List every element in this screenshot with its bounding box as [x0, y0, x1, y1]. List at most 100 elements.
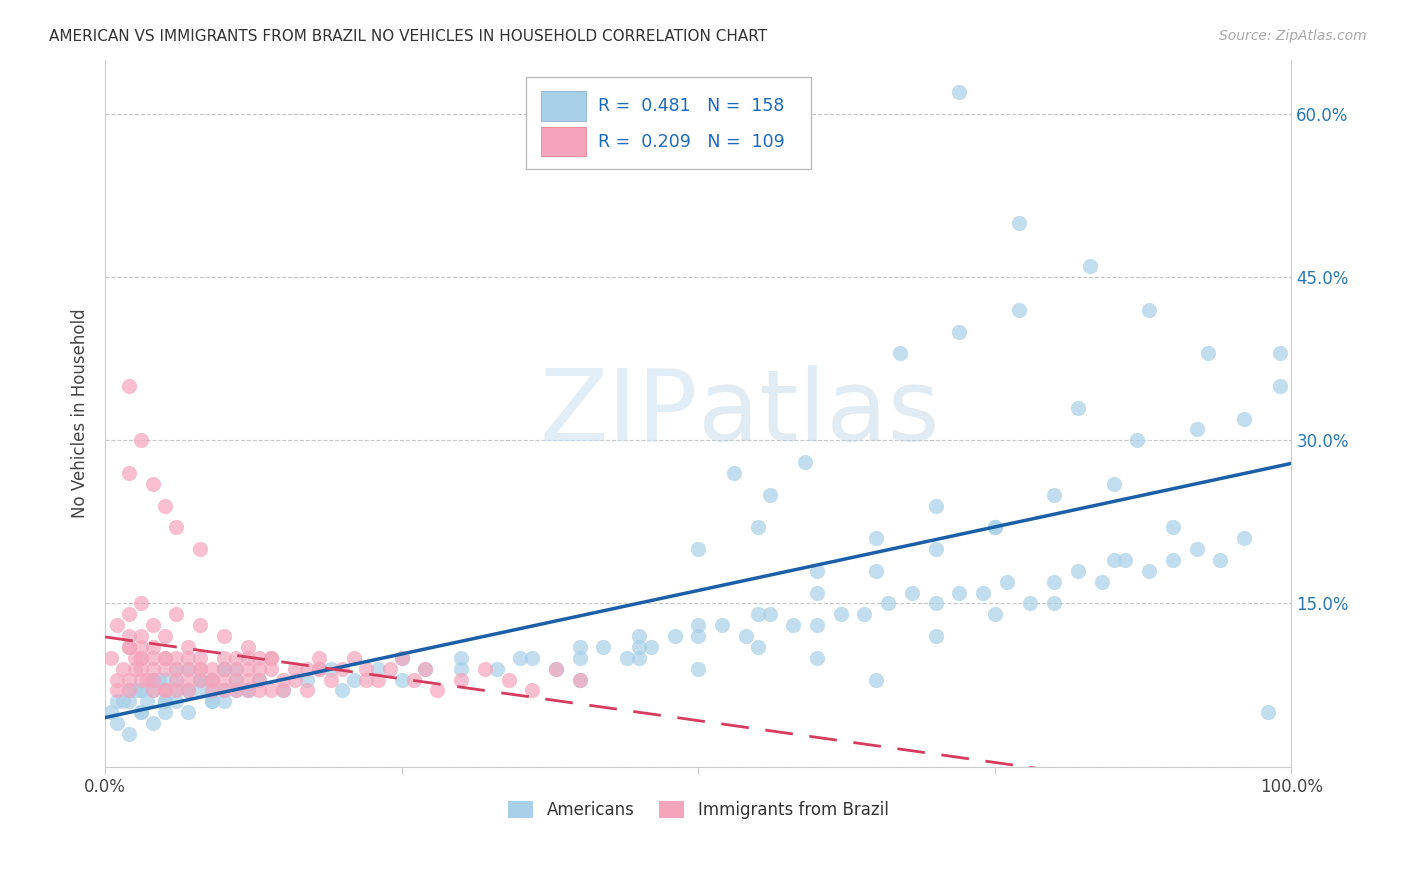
Point: [249, 683, 271, 698]
Point: [889, 346, 911, 360]
Point: [118, 640, 141, 654]
Point: [984, 520, 1007, 534]
Point: [153, 694, 176, 708]
Point: [948, 85, 970, 99]
Point: [806, 618, 828, 632]
Point: [378, 662, 401, 676]
Point: [249, 662, 271, 676]
Point: [142, 618, 165, 632]
Point: [1197, 346, 1219, 360]
Point: [188, 683, 211, 698]
Point: [153, 650, 176, 665]
Point: [212, 673, 235, 687]
Point: [177, 673, 200, 687]
Point: [806, 564, 828, 578]
Point: [1102, 553, 1125, 567]
Point: [129, 596, 152, 610]
Point: [165, 673, 187, 687]
Point: [165, 520, 187, 534]
Point: [1067, 401, 1090, 415]
Point: [201, 694, 224, 708]
Point: [225, 673, 247, 687]
Point: [260, 650, 283, 665]
Point: [1126, 434, 1149, 448]
Point: [391, 650, 413, 665]
Point: [148, 673, 170, 687]
Point: [308, 650, 330, 665]
Point: [153, 683, 176, 698]
Point: [177, 640, 200, 654]
Legend: Americans, Immigrants from Brazil: Americans, Immigrants from Brazil: [502, 794, 896, 825]
Point: [782, 618, 804, 632]
Point: [485, 662, 508, 676]
Point: [522, 683, 544, 698]
Point: [271, 683, 294, 698]
Point: [1209, 553, 1232, 567]
Point: [177, 683, 200, 698]
Point: [806, 650, 828, 665]
Point: [901, 585, 924, 599]
Point: [165, 650, 187, 665]
Point: [984, 607, 1007, 622]
Point: [391, 650, 413, 665]
Point: [212, 662, 235, 676]
Point: [165, 683, 187, 698]
Point: [260, 650, 283, 665]
Point: [319, 662, 342, 676]
Point: [688, 618, 710, 632]
Point: [758, 607, 780, 622]
Point: [212, 683, 235, 698]
Point: [295, 683, 318, 698]
Point: [129, 705, 152, 719]
Point: [924, 629, 946, 643]
Point: [415, 662, 437, 676]
Point: [225, 673, 247, 687]
Point: [402, 673, 425, 687]
Point: [142, 683, 165, 698]
Point: [105, 716, 128, 731]
Point: [177, 662, 200, 676]
Point: [142, 683, 165, 698]
Point: [201, 673, 224, 687]
Point: [201, 694, 224, 708]
Text: ZIP: ZIP: [540, 365, 699, 461]
Point: [118, 379, 141, 393]
Point: [142, 650, 165, 665]
Point: [165, 662, 187, 676]
Point: [118, 683, 141, 698]
Point: [153, 629, 176, 643]
Point: [972, 585, 994, 599]
Point: [544, 662, 567, 676]
Point: [1233, 531, 1256, 545]
Point: [105, 694, 128, 708]
Point: [1185, 422, 1208, 436]
Point: [1233, 411, 1256, 425]
Point: [142, 673, 165, 687]
Point: [188, 618, 211, 632]
Point: [1043, 488, 1066, 502]
Point: [236, 683, 259, 698]
Point: [225, 662, 247, 676]
Point: [249, 673, 271, 687]
Point: [627, 650, 650, 665]
Point: [118, 640, 141, 654]
Point: [201, 673, 224, 687]
Point: [747, 640, 769, 654]
Point: [688, 629, 710, 643]
Point: [129, 673, 152, 687]
Point: [865, 673, 887, 687]
Point: [100, 650, 122, 665]
Point: [1043, 596, 1066, 610]
Point: [225, 683, 247, 698]
Point: [343, 673, 366, 687]
Point: [664, 629, 686, 643]
Point: [225, 650, 247, 665]
Point: [924, 542, 946, 557]
FancyBboxPatch shape: [540, 127, 586, 156]
Point: [995, 574, 1018, 589]
Point: [592, 640, 614, 654]
Point: [188, 542, 211, 557]
Point: [688, 662, 710, 676]
Point: [1257, 705, 1279, 719]
Point: [212, 629, 235, 643]
